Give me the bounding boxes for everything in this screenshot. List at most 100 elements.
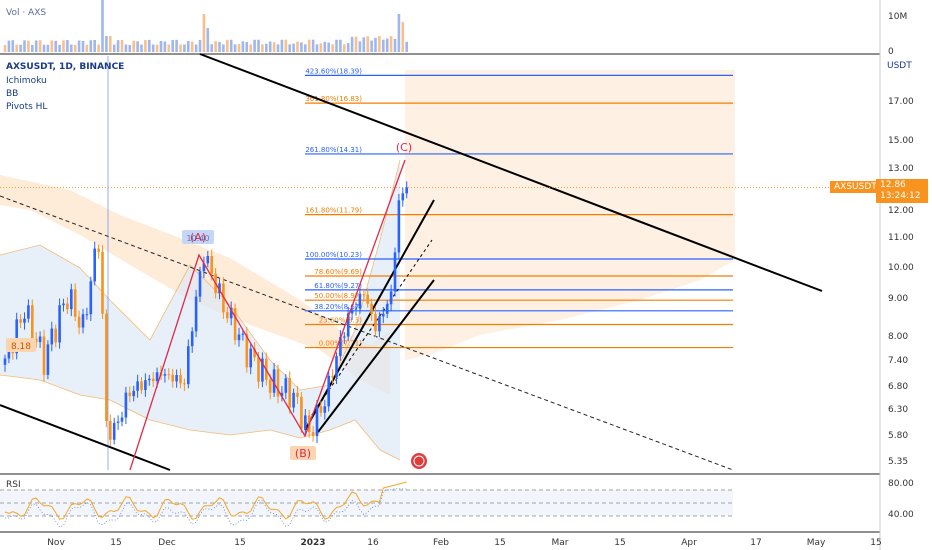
volume-bar — [42, 44, 46, 52]
candle-body — [382, 313, 385, 317]
indicator-bb[interactable]: BB — [6, 89, 19, 99]
volume-bar — [300, 42, 303, 52]
y-tick-label: 12.00 — [888, 206, 914, 216]
candle-body — [19, 319, 22, 323]
candle-body — [358, 294, 362, 309]
y-tick-label: 11.00 — [888, 233, 914, 243]
candle-body — [105, 313, 108, 422]
volume-bar — [194, 44, 198, 52]
candle-body — [50, 328, 54, 345]
volume-bar — [315, 44, 319, 52]
rsi-tick-label: 80.00 — [888, 479, 914, 489]
volume-bar — [93, 40, 96, 52]
volume-tick-label: 0 — [888, 47, 894, 57]
volume-bar — [144, 40, 147, 52]
fib-label: 50.00%(8.97) — [314, 292, 362, 300]
candle-body — [93, 248, 96, 282]
volume-bar — [202, 14, 206, 52]
volume-bar — [339, 39, 342, 52]
volume-bar — [179, 44, 182, 52]
candle-body — [38, 336, 42, 343]
candle-body — [401, 193, 405, 201]
candle-body — [140, 381, 143, 391]
x-tick-label: Apr — [681, 538, 697, 548]
bb-upper — [0, 159, 401, 391]
candle-body — [163, 374, 167, 376]
volume-bar — [245, 42, 249, 52]
candle-body — [300, 396, 303, 429]
candle-body — [268, 379, 272, 393]
volume-bar — [34, 40, 38, 52]
last-price: 12.86 — [880, 180, 906, 190]
volume-bar — [218, 41, 221, 52]
indicator-ichimoku[interactable]: Ichimoku — [6, 76, 47, 86]
candle-body — [339, 336, 342, 357]
volume-bar — [210, 44, 213, 52]
annotation-b-bg — [6, 338, 36, 352]
volume-legend: Vol · AXS — [6, 8, 47, 18]
volume-bar — [112, 44, 116, 52]
fib-label: 361.80%(16.83) — [305, 95, 362, 103]
volume-bar — [307, 39, 311, 52]
candle-body — [151, 378, 155, 382]
price-annotation-b: 8.18 — [11, 342, 31, 352]
volume-bar — [38, 40, 42, 52]
fib-label: 100.00%(10.23) — [305, 251, 362, 259]
flag-icon — [411, 453, 427, 469]
volume-bar — [27, 40, 30, 52]
volume-bar — [237, 44, 241, 52]
candle-body — [124, 392, 128, 418]
volume-bar — [66, 40, 69, 52]
rsi-tick-label: 40.00 — [888, 510, 914, 520]
candle-body — [350, 309, 354, 314]
fib-label: 161.80%(11.79) — [305, 207, 362, 215]
candle-body — [179, 375, 182, 384]
volume-bar — [124, 44, 128, 52]
volume-bar — [405, 41, 408, 52]
candle-body — [229, 308, 233, 319]
trendline-lower — [0, 404, 171, 471]
x-tick-label: 15 — [870, 538, 881, 548]
volume-bar — [198, 39, 202, 52]
candle-body — [362, 294, 366, 296]
bb-lower — [0, 374, 401, 461]
wave-path — [129, 159, 406, 471]
candle-body — [397, 200, 401, 253]
candle-body — [385, 304, 389, 314]
volume-bar — [257, 39, 260, 52]
y-tick-label: 10.00 — [888, 263, 914, 273]
x-tick-label: Nov — [47, 538, 65, 548]
volume-bar — [362, 37, 366, 52]
channel-lower — [317, 279, 435, 433]
volume-bar — [389, 36, 393, 52]
candle-body — [346, 313, 350, 337]
ticker-badge: AXSUSDT — [830, 181, 881, 193]
fib-label: 261.80%(14.31) — [305, 146, 362, 154]
x-tick-label: 15 — [494, 538, 505, 548]
volume-bar — [155, 44, 159, 52]
candle-body — [148, 378, 151, 381]
volume-bar — [140, 44, 143, 52]
volume-bar — [70, 44, 73, 52]
candle-body — [327, 375, 330, 407]
volume-bar — [206, 28, 210, 52]
candle-body — [405, 187, 408, 194]
candle-body — [171, 374, 174, 382]
candle-body — [249, 348, 252, 368]
volume-bar — [120, 39, 124, 52]
volume-bar — [311, 39, 315, 52]
volume-bar — [46, 44, 50, 52]
candle-body — [97, 248, 100, 252]
candle-body — [198, 271, 202, 297]
candle-body — [132, 390, 135, 397]
volume-bar — [319, 43, 323, 52]
candle-body — [331, 375, 334, 378]
candle-body — [284, 378, 288, 393]
indicator-pivots[interactable]: Pivots HL — [6, 102, 48, 112]
volume-bar — [132, 40, 135, 52]
candle-body — [89, 281, 93, 315]
symbol-legend: AXSUSDT, 1D, BINANCE — [6, 62, 125, 72]
candle-body — [128, 392, 132, 397]
